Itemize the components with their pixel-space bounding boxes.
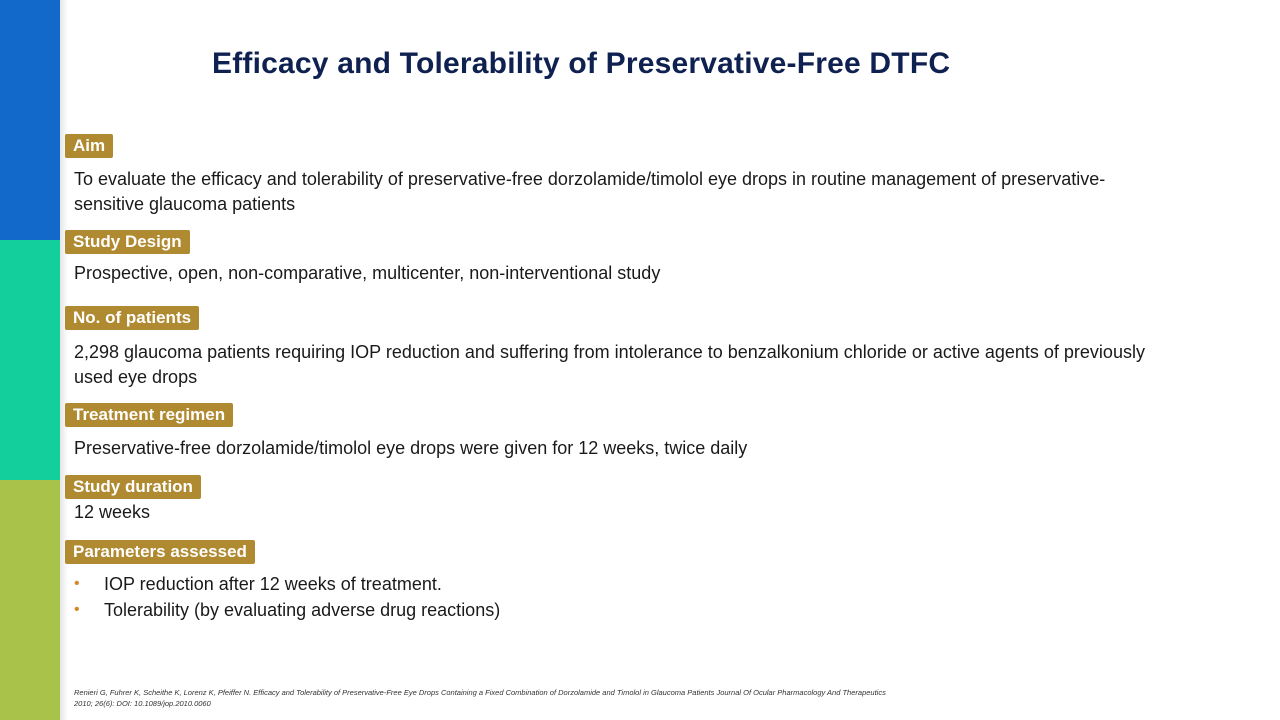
aim-label: Aim (65, 134, 114, 158)
patients-label: No. of patients (65, 306, 200, 330)
duration-text: 12 weeks (74, 502, 151, 522)
duration-label: Study duration (65, 475, 201, 499)
slide-title: Efficacy and Tolerability of Preservativ… (212, 47, 951, 80)
parameters-list: • IOP reduction after 12 weeks of treatm… (74, 571, 500, 623)
treatment-label: Treatment regimen (65, 403, 234, 427)
patients-text: 2,298 glaucoma patients requiring IOP re… (74, 342, 1145, 387)
treatment-text: Preservative-free dorzolamide/timolol ey… (74, 438, 748, 458)
list-item: • Tolerability (by evaluating adverse dr… (74, 597, 500, 623)
side-strip-blue (0, 0, 60, 240)
list-item-text: IOP reduction after 12 weeks of treatmen… (104, 574, 442, 594)
list-item: • IOP reduction after 12 weeks of treatm… (74, 571, 500, 597)
side-strip-shadow (60, 0, 68, 720)
study-design-text: Prospective, open, non-comparative, mult… (74, 263, 661, 283)
aim-text: To evaluate the efficacy and tolerabilit… (74, 169, 1106, 214)
study-design-label: Study Design (65, 230, 190, 254)
reference-citation: Renieri G, Fuhrer K, Scheithe K, Lorenz … (74, 688, 886, 708)
list-item-text: Tolerability (by evaluating adverse drug… (104, 600, 501, 620)
side-strip-green (0, 480, 60, 720)
bullet-dot-icon: • (74, 601, 80, 618)
parameters-label: Parameters assessed (65, 540, 255, 564)
bullet-dot-icon: • (74, 575, 80, 592)
side-strip-teal (0, 240, 60, 480)
